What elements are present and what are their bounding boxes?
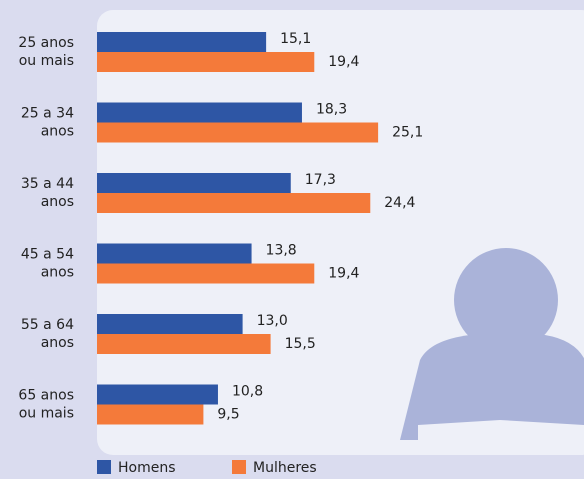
value-label: 10,8: [232, 384, 263, 400]
value-label: 19,4: [328, 54, 359, 70]
category-label: anos: [41, 265, 74, 281]
bar: [97, 334, 271, 354]
bar: [97, 314, 243, 334]
category-label: anos: [41, 335, 74, 351]
category-label: ou mais: [19, 406, 74, 422]
value-label: 17,3: [305, 172, 336, 188]
value-label: 13,0: [257, 313, 288, 329]
bar: [97, 384, 218, 405]
value-label: 18,3: [316, 102, 347, 118]
category-label: anos: [41, 194, 74, 210]
category-label: 45 a 54: [21, 247, 74, 263]
bar: [97, 404, 204, 425]
value-label: 13,8: [266, 243, 297, 259]
category-label: 65 anos: [18, 388, 74, 404]
reader-icon: [400, 248, 584, 440]
legend-label: Homens: [118, 460, 176, 476]
category-label: 55 a 64: [21, 317, 74, 333]
value-label: 9,5: [217, 407, 239, 423]
bar: [97, 102, 302, 123]
legend-label: Mulheres: [253, 460, 317, 476]
value-label: 15,5: [285, 336, 316, 352]
bar: [97, 52, 315, 72]
category-label: 25 anos: [18, 35, 74, 51]
value-label: 24,4: [384, 195, 415, 211]
bar: [97, 122, 379, 143]
category-label: anos: [41, 124, 74, 140]
bar: [97, 263, 315, 284]
value-label: 19,4: [328, 266, 359, 282]
bar: [97, 32, 267, 52]
legend-swatch: [97, 460, 111, 474]
category-label: 25 a 34: [21, 106, 74, 122]
bar: [97, 243, 252, 264]
bar: [97, 193, 371, 213]
category-label: 35 a 44: [21, 176, 74, 192]
bar: [97, 173, 291, 193]
value-label: 25,1: [392, 125, 423, 141]
value-label: 15,1: [280, 31, 311, 47]
legend-swatch: [232, 460, 246, 474]
category-label: ou mais: [19, 53, 74, 69]
